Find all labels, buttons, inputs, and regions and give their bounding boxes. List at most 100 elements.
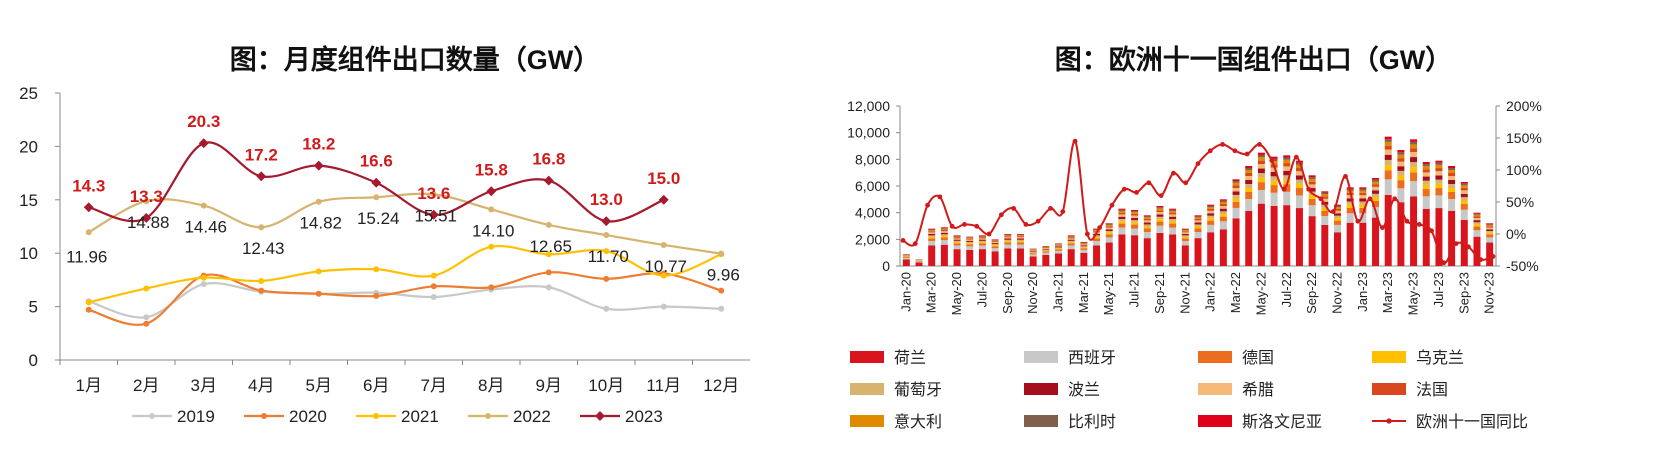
- bar-segment-意大利: [1232, 182, 1240, 186]
- bar-segment-希腊: [1181, 232, 1189, 234]
- bar-segment-西班牙: [1435, 195, 1443, 209]
- bar-segment-斯洛文尼亚: [1016, 234, 1024, 235]
- chart-title: 图：欧洲十一国组件出口（GW）: [1054, 45, 1453, 75]
- yoy-marker: [962, 222, 967, 227]
- bar-segment-荷兰: [1105, 242, 1113, 266]
- yoy-marker: [1109, 202, 1115, 208]
- legend-item: 斯洛文尼亚: [1198, 413, 1322, 431]
- bar-segment-比利时: [1219, 200, 1227, 202]
- legend-label: 波兰: [1068, 381, 1100, 399]
- bar-segment-乌克兰: [1397, 175, 1405, 181]
- bar-segment-乌克兰: [1384, 165, 1392, 171]
- bar-segment-荷兰: [1321, 224, 1329, 266]
- series-line-2019: [88, 282, 722, 319]
- bar-segment-希腊: [966, 239, 974, 241]
- bar-segment-希腊: [1194, 220, 1202, 223]
- bar-segment-法国: [1207, 208, 1215, 211]
- bar-segment-意大利: [1042, 246, 1050, 248]
- bar-segment-乌克兰: [1105, 232, 1113, 235]
- bar-segment-意大利: [1118, 210, 1126, 213]
- yoy-marker: [998, 212, 1004, 218]
- x-tick-label: Jul-21: [1127, 272, 1142, 307]
- bar-segment-希腊: [1460, 190, 1468, 194]
- legend-marker: [1386, 418, 1392, 424]
- bar-segment-乌克兰: [1486, 232, 1494, 235]
- bar-segment-希腊: [1435, 171, 1443, 176]
- x-tick-label: Sep-20: [1000, 272, 1015, 314]
- bar-segment-斯洛文尼亚: [1181, 228, 1189, 230]
- bar-segment-希腊: [1346, 195, 1354, 199]
- legend-label: 希腊: [1242, 381, 1274, 399]
- bar-segment-波兰: [1118, 216, 1126, 219]
- yoy-marker: [1257, 142, 1262, 147]
- bar-segment-比利时: [1169, 209, 1177, 211]
- bar-segment-波兰: [978, 239, 986, 241]
- bar-segment-斯洛文尼亚: [1067, 235, 1075, 236]
- series-marker-2021: [603, 248, 610, 255]
- bar-segment-比利时: [1257, 154, 1265, 158]
- bar-segment-葡萄牙: [1004, 239, 1012, 242]
- bar-segment-法国: [1245, 173, 1253, 176]
- legend-marker: [149, 413, 155, 419]
- bar-segment-葡萄牙: [1181, 235, 1189, 237]
- data-label-2023: 13.6: [417, 184, 450, 203]
- bar-segment-比利时: [1283, 157, 1291, 160]
- bar-segment-德国: [1118, 223, 1126, 228]
- bar-segment-西班牙: [978, 245, 986, 250]
- bar-segment-德国: [1207, 220, 1215, 225]
- y-tick-label-left: 2,000: [855, 231, 890, 247]
- legend-swatch: [850, 383, 884, 395]
- bar-segment-波兰: [1283, 170, 1291, 176]
- bar-segment-比利时: [940, 228, 948, 229]
- bar-segment-葡萄牙: [1334, 215, 1341, 219]
- x-tick-label: 7月: [421, 376, 447, 395]
- series-marker-2021: [373, 266, 380, 273]
- bar-segment-意大利: [1270, 161, 1278, 165]
- yoy-marker: [1097, 225, 1103, 231]
- series-marker-2022: [545, 221, 552, 228]
- bar-segment-荷兰: [1346, 222, 1354, 266]
- bar-segment-斯洛文尼亚: [1334, 204, 1341, 206]
- bar-segment-希腊: [1105, 227, 1113, 230]
- legend-label: 乌克兰: [1416, 349, 1464, 367]
- bar-segment-希腊: [1283, 166, 1291, 171]
- legend-marker: [485, 413, 491, 419]
- y-tick-label: 25: [19, 84, 38, 103]
- bar-segment-荷兰: [1156, 233, 1164, 266]
- bar-segment-乌克兰: [928, 236, 936, 239]
- bar-segment-荷兰: [1308, 216, 1316, 266]
- bar-segment-西班牙: [1460, 209, 1468, 220]
- bar-segment-意大利: [1219, 202, 1227, 204]
- bar-segment-德国: [1270, 185, 1278, 193]
- bar-segment-乌克兰: [1207, 218, 1215, 221]
- bar-segment-斯洛文尼亚: [1219, 199, 1227, 201]
- bar-segment-波兰: [1169, 216, 1177, 219]
- bar-segment-意大利: [1055, 244, 1062, 245]
- bar-segment-意大利: [1194, 217, 1202, 219]
- y-tick-label: 15: [19, 191, 38, 210]
- bar-segment-希腊: [1055, 245, 1062, 247]
- bar-segment-斯洛文尼亚: [1118, 208, 1126, 210]
- bar-segment-西班牙: [1422, 196, 1430, 209]
- bar-segment-德国: [1105, 234, 1113, 238]
- bar-segment-葡萄牙: [1372, 193, 1380, 198]
- series-marker-2019: [200, 281, 207, 288]
- bar-segment-法国: [1042, 247, 1050, 248]
- yoy-marker: [1466, 244, 1471, 250]
- legend-swatch: [1372, 351, 1406, 363]
- bar-segment-荷兰: [1283, 205, 1291, 266]
- bar-segment-波兰: [1042, 248, 1050, 250]
- bar-segment-波兰: [1410, 157, 1418, 163]
- bar-segment-西班牙: [1194, 232, 1202, 239]
- bar-segment-希腊: [1448, 176, 1456, 180]
- bar-segment-希腊: [991, 242, 999, 244]
- bar-segment-意大利: [1004, 235, 1012, 237]
- bar-segment-波兰: [1270, 171, 1278, 177]
- bar-segment-比利时: [1460, 183, 1468, 186]
- bar-segment-法国: [1295, 168, 1303, 172]
- bar-segment-意大利: [991, 240, 999, 242]
- bar-segment-希腊: [1257, 164, 1265, 169]
- legend-label: 欧洲十一国同比: [1416, 413, 1528, 431]
- bar-segment-意大利: [1257, 157, 1265, 161]
- legend-item: 比利时: [1024, 413, 1116, 431]
